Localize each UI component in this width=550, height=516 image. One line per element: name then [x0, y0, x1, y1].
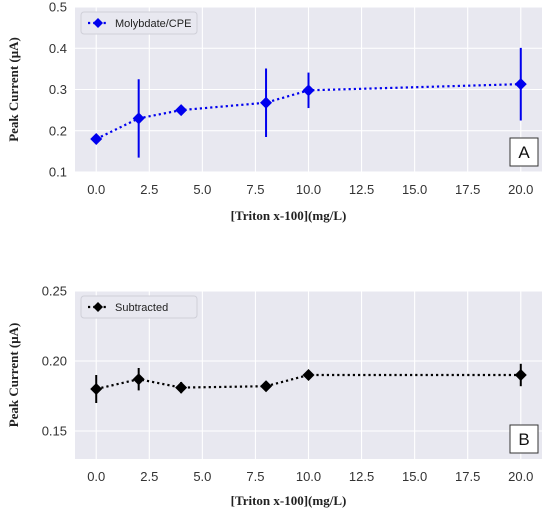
x-tick-label: 15.0	[402, 469, 427, 484]
data-point	[514, 78, 527, 91]
x-tick-label: 20.0	[508, 469, 533, 484]
panel-label: B	[518, 430, 529, 449]
chart-panel-a: 0.0 2.5 5.0 7.5 10.0 12.5 15.0 17.5 20.0 0.1 0.2 0.…	[6, 0, 542, 223]
legend-label: Subtracted	[115, 302, 168, 314]
panel-label: A	[518, 143, 530, 162]
x-tick-label: 7.5	[246, 469, 264, 484]
legend: Molybdate/CPE	[80, 11, 198, 35]
x-tick-label: 2.5	[140, 469, 158, 484]
x-axis-title: [Triton x-100](mg/L)	[231, 493, 347, 508]
data-point	[175, 381, 188, 394]
data-point	[514, 369, 527, 381]
legend-marker-swatch	[93, 18, 103, 28]
data-point	[132, 112, 145, 125]
data-point	[260, 96, 273, 109]
x-tick-label: 5.0	[193, 469, 211, 484]
panel-label-box	[509, 424, 539, 454]
legend-box	[80, 11, 198, 35]
x-tick-label: 15.0	[402, 182, 427, 197]
data-point	[260, 380, 273, 393]
legend-box	[80, 295, 198, 319]
panel-label-box	[509, 137, 539, 167]
x-tick-label: 2.5	[140, 182, 158, 197]
x-tick-label: 17.5	[455, 182, 480, 197]
x-tick-label: 5.0	[193, 182, 211, 197]
x-tick-label: 0.0	[87, 469, 105, 484]
x-tick-label: 12.5	[349, 182, 374, 197]
y-tick-label: 0.3	[49, 82, 67, 97]
x-tick-label: 17.5	[455, 469, 480, 484]
y-tick-label: 0.15	[42, 424, 67, 439]
x-tick-label: 10.0	[296, 469, 321, 484]
data-point	[175, 104, 188, 117]
x-tick-label: 10.0	[296, 182, 321, 197]
legend: Subtracted	[80, 295, 198, 319]
y-tick-label: 0.2	[49, 123, 67, 138]
y-tick-label: 0.1	[49, 165, 67, 180]
data-point	[90, 133, 103, 145]
y-tick-label: 0.5	[49, 0, 67, 15]
data-point	[90, 383, 103, 395]
x-tick-label: 0.0	[87, 182, 105, 197]
data-point	[302, 369, 315, 381]
series-line	[95, 373, 521, 391]
y-tick-label: 0.20	[42, 354, 67, 369]
data-point	[132, 373, 145, 386]
y-tick-label: 0.4	[49, 41, 67, 56]
x-axis-title: [Triton x-100](mg/L)	[231, 208, 347, 223]
legend-marker-swatch	[93, 302, 103, 312]
y-axis-title: Peak Current (μA)	[6, 37, 21, 142]
x-tick-label: 20.0	[508, 182, 533, 197]
series-line	[95, 83, 521, 140]
data-point	[302, 84, 315, 97]
x-tick-label: 12.5	[349, 469, 374, 484]
legend-label: Molybdate/CPE	[115, 18, 191, 30]
chart-panel-b: 0.0 2.5 5.0 7.5 10.0 12.5 15.0 17.5 20.0 0.15 0.20…	[6, 284, 542, 508]
y-tick-label: 0.25	[42, 284, 67, 299]
y-axis-title: Peak Current (μA)	[6, 323, 21, 428]
x-tick-label: 7.5	[246, 182, 264, 197]
